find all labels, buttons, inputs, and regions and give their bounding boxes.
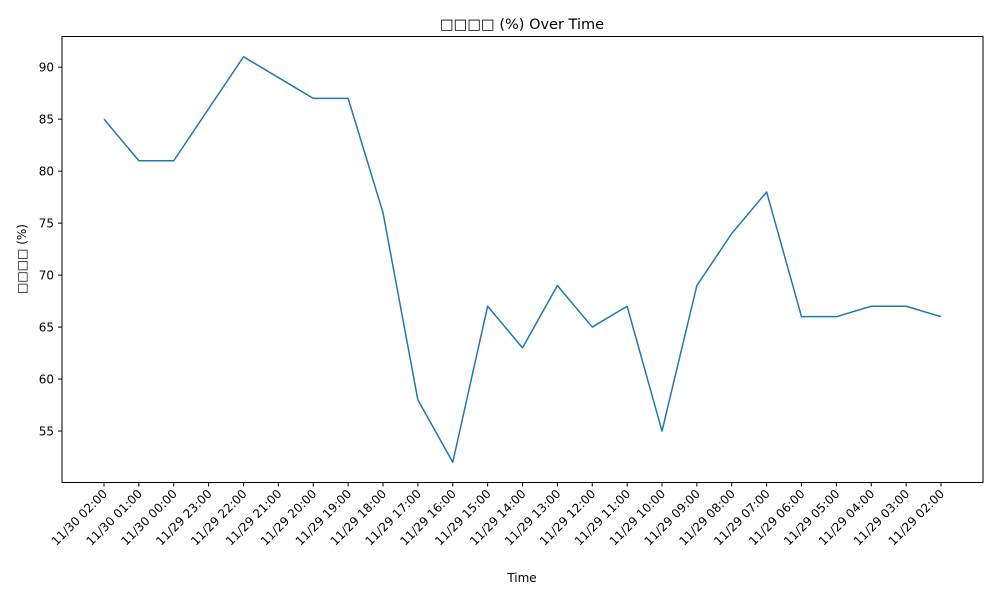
y-axis-title: □□□□ (%): [15, 224, 29, 294]
y-axis-ticks: 55 60 65 70 75 80 85 90: [39, 61, 62, 439]
y-tick-label: 80: [39, 165, 54, 179]
chart-title: □□□□ (%) Over Time: [440, 17, 604, 33]
y-tick-label: 85: [39, 113, 54, 127]
y-tick-label: 65: [39, 321, 54, 335]
y-tick-label: 55: [39, 425, 54, 439]
x-axis-title: Time: [506, 571, 536, 585]
y-tick-label: 90: [39, 61, 54, 75]
y-tick-label: 70: [39, 269, 54, 283]
y-tick-label: 60: [39, 373, 54, 387]
series-line: [103, 56, 942, 463]
y-tick-label: 75: [39, 217, 54, 231]
